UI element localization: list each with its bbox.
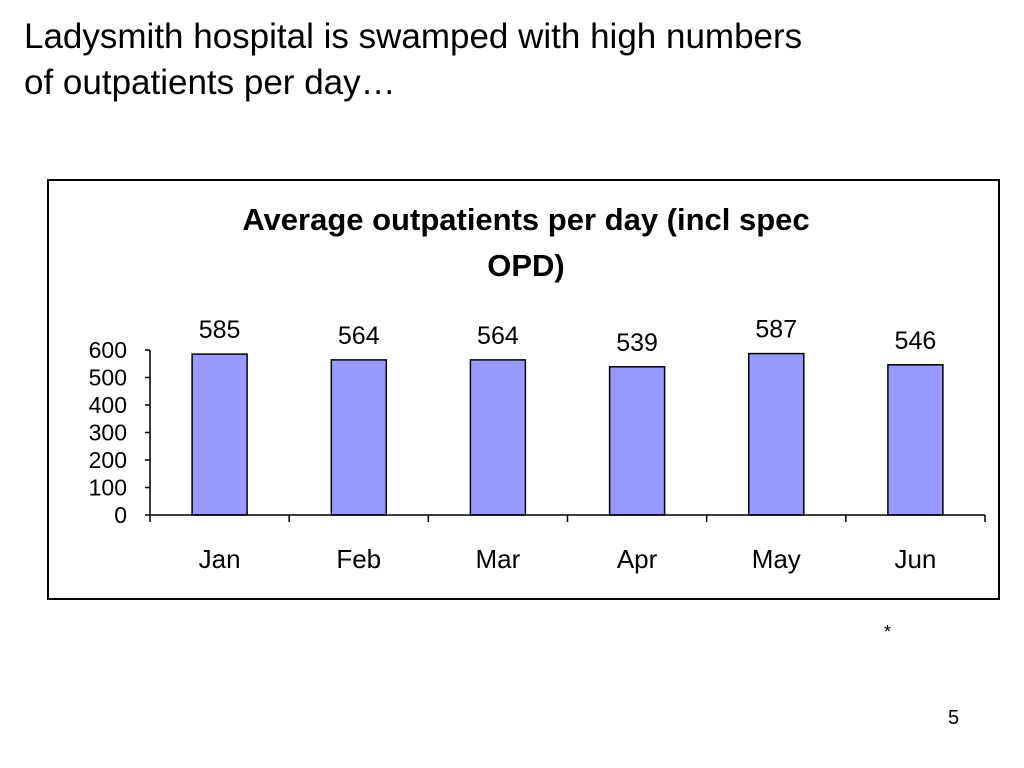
footnote-mark: * xyxy=(884,622,892,642)
data-label: 587 xyxy=(755,316,797,344)
y-tick-label: 400 xyxy=(89,392,127,418)
y-tick-label: 200 xyxy=(89,447,127,473)
chart-title-line-1: Average outpatients per day (incl spec xyxy=(242,202,809,237)
bar-jun xyxy=(887,364,944,516)
bar-apr xyxy=(608,366,666,516)
x-tick-label: Jan xyxy=(199,544,241,574)
y-tick-label: 300 xyxy=(89,420,127,446)
x-tick-label: Feb xyxy=(336,544,381,574)
x-tick-label: Mar xyxy=(476,544,521,574)
y-tick-label: 100 xyxy=(89,475,127,501)
outpatients-bar-chart: Average outpatients per day (incl spec O… xyxy=(89,202,986,574)
data-label: 564 xyxy=(477,322,519,350)
bar-mar xyxy=(469,359,527,516)
chart-frame: Average outpatients per day (incl spec O… xyxy=(47,179,1000,600)
bar-jan xyxy=(191,353,248,516)
bar-may xyxy=(748,352,805,516)
y-tick-label: 0 xyxy=(114,502,127,528)
page-number: 5 xyxy=(948,707,960,729)
bar-feb xyxy=(330,359,388,516)
data-label: 546 xyxy=(895,327,937,355)
chart-title-line-2: OPD) xyxy=(487,248,565,283)
data-label: 585 xyxy=(199,316,241,344)
slide-title: Ladysmith hospital is swamped with high … xyxy=(24,14,984,106)
data-label: 539 xyxy=(616,329,658,357)
y-tick-label: 500 xyxy=(89,365,127,391)
data-label: 564 xyxy=(338,322,380,350)
x-tick-label: Jun xyxy=(894,544,936,574)
x-tick-label: May xyxy=(752,544,801,574)
x-tick-label: Apr xyxy=(617,544,658,574)
slide-title-line-1: Ladysmith hospital is swamped with high … xyxy=(24,17,803,56)
slide-title-line-2: of outpatients per day… xyxy=(24,63,396,102)
y-tick-label: 600 xyxy=(89,337,127,363)
